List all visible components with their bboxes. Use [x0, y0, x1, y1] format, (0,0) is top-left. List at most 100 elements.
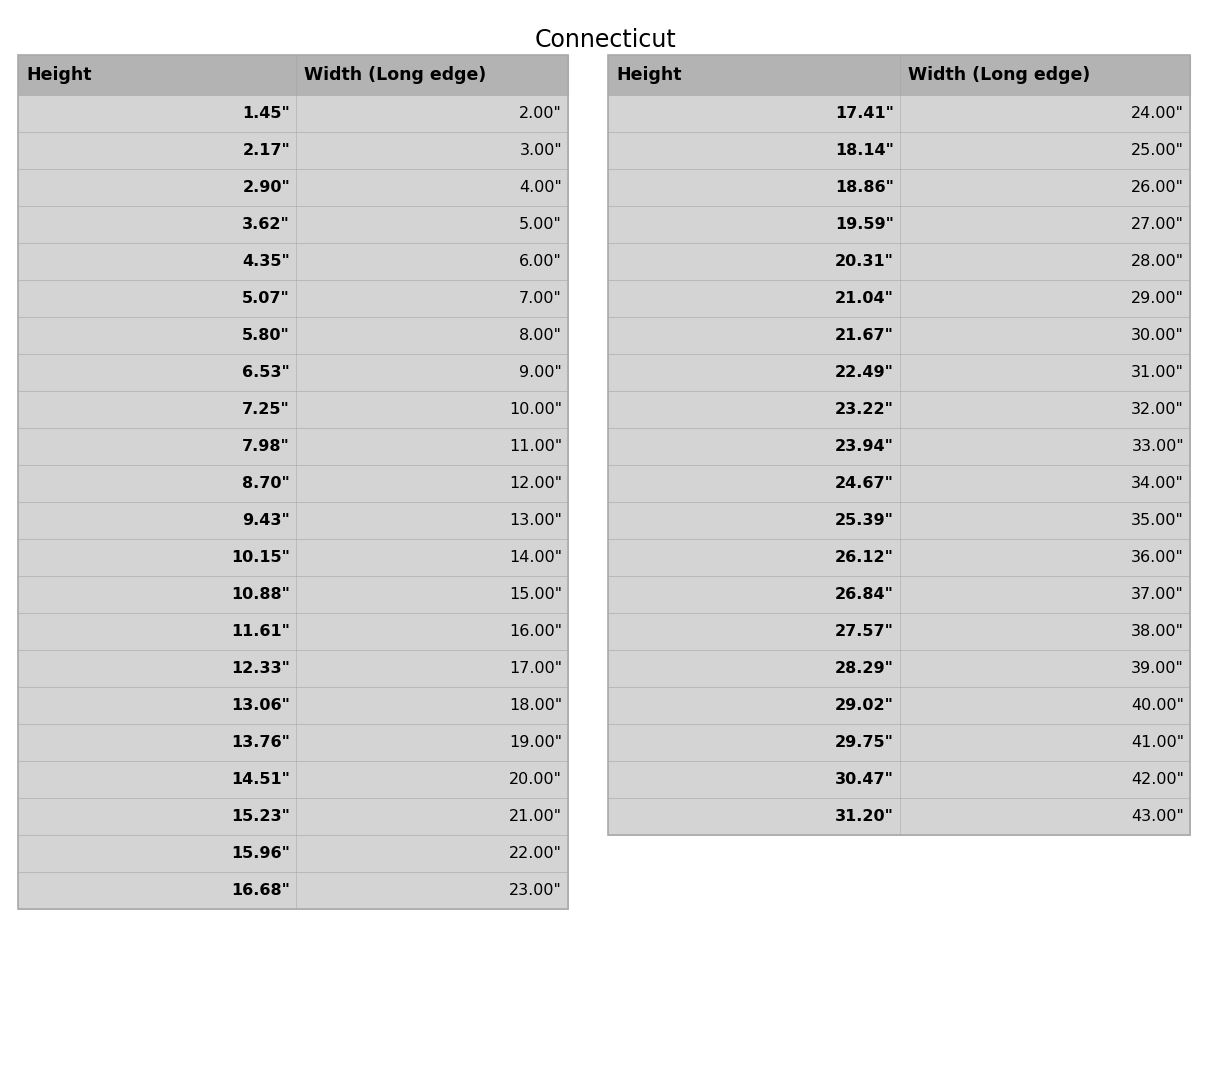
Text: 39.00": 39.00": [1131, 661, 1184, 676]
Bar: [608, 798, 1190, 835]
Bar: [608, 280, 1190, 317]
Bar: [608, 206, 1190, 243]
Bar: [608, 169, 1190, 206]
Text: 31.20": 31.20": [835, 809, 894, 824]
Text: 11.00": 11.00": [509, 439, 562, 454]
Text: 16.68": 16.68": [231, 883, 290, 898]
Text: 8.70": 8.70": [242, 476, 290, 491]
Text: 16.00": 16.00": [509, 624, 562, 639]
Bar: [18, 539, 568, 576]
Bar: [18, 280, 568, 317]
Text: 42.00": 42.00": [1131, 771, 1184, 787]
Text: 38.00": 38.00": [1131, 624, 1184, 639]
Text: 10.00": 10.00": [509, 402, 562, 417]
Text: 22.00": 22.00": [509, 846, 562, 861]
Text: 25.39": 25.39": [835, 513, 894, 528]
Text: 40.00": 40.00": [1131, 698, 1184, 713]
Text: Width (Long edge): Width (Long edge): [908, 66, 1091, 84]
Text: 14.00": 14.00": [509, 550, 562, 565]
Bar: [18, 576, 568, 613]
Text: 18.14": 18.14": [835, 143, 894, 158]
Text: 34.00": 34.00": [1131, 476, 1184, 491]
Text: 9.43": 9.43": [242, 513, 290, 528]
Text: 13.00": 13.00": [509, 513, 562, 528]
Text: 18.00": 18.00": [509, 698, 562, 713]
Text: 15.00": 15.00": [509, 587, 562, 601]
Bar: [608, 502, 1190, 539]
Bar: [18, 317, 568, 354]
Text: 9.00": 9.00": [519, 365, 562, 380]
Text: 21.00": 21.00": [509, 809, 562, 824]
Text: 27.57": 27.57": [835, 624, 894, 639]
Text: 26.00": 26.00": [1131, 180, 1184, 195]
Text: 12.00": 12.00": [509, 476, 562, 491]
Text: 17.41": 17.41": [835, 107, 894, 121]
Bar: [608, 95, 1190, 132]
Text: 29.75": 29.75": [835, 735, 894, 750]
Text: 13.76": 13.76": [231, 735, 290, 750]
Text: 7.98": 7.98": [242, 439, 290, 454]
Bar: [18, 55, 568, 909]
Bar: [18, 502, 568, 539]
Text: 35.00": 35.00": [1131, 513, 1184, 528]
Text: Connecticut: Connecticut: [536, 28, 676, 52]
Bar: [18, 650, 568, 686]
Bar: [18, 391, 568, 428]
Text: 1.45": 1.45": [242, 107, 290, 121]
Text: 33.00": 33.00": [1131, 439, 1184, 454]
Text: 6.00": 6.00": [519, 254, 562, 269]
Text: 30.47": 30.47": [835, 771, 894, 787]
Text: 26.84": 26.84": [835, 587, 894, 601]
Text: 28.29": 28.29": [835, 661, 894, 676]
Text: Height: Height: [25, 66, 91, 84]
Text: 17.00": 17.00": [509, 661, 562, 676]
Text: 6.53": 6.53": [242, 365, 290, 380]
Text: 7.25": 7.25": [242, 402, 290, 417]
Text: 15.23": 15.23": [231, 809, 290, 824]
Bar: [18, 55, 568, 95]
Text: 29.00": 29.00": [1131, 291, 1184, 306]
Bar: [608, 465, 1190, 502]
Bar: [608, 243, 1190, 280]
Text: 36.00": 36.00": [1131, 550, 1184, 565]
Bar: [18, 428, 568, 465]
Text: 5.80": 5.80": [242, 328, 290, 343]
Text: Height: Height: [616, 66, 681, 84]
Text: 11.61": 11.61": [231, 624, 290, 639]
Bar: [608, 391, 1190, 428]
Text: Width (Long edge): Width (Long edge): [304, 66, 486, 84]
Text: 23.22": 23.22": [835, 402, 894, 417]
Bar: [18, 872, 568, 909]
Text: 19.00": 19.00": [509, 735, 562, 750]
Bar: [608, 724, 1190, 761]
Text: 20.31": 20.31": [835, 254, 894, 269]
Text: 32.00": 32.00": [1131, 402, 1184, 417]
Text: 24.00": 24.00": [1131, 107, 1184, 121]
Text: 13.06": 13.06": [231, 698, 290, 713]
Text: 31.00": 31.00": [1131, 365, 1184, 380]
Bar: [18, 798, 568, 835]
Text: 26.12": 26.12": [835, 550, 894, 565]
Text: 7.00": 7.00": [519, 291, 562, 306]
Text: 19.59": 19.59": [835, 217, 894, 232]
Bar: [18, 613, 568, 650]
Text: 14.51": 14.51": [231, 771, 290, 787]
Bar: [608, 686, 1190, 724]
Text: 15.96": 15.96": [231, 846, 290, 861]
Text: 4.00": 4.00": [519, 180, 562, 195]
Bar: [18, 206, 568, 243]
Text: 28.00": 28.00": [1131, 254, 1184, 269]
Text: 8.00": 8.00": [519, 328, 562, 343]
Text: 2.00": 2.00": [519, 107, 562, 121]
Text: 30.00": 30.00": [1131, 328, 1184, 343]
Text: 3.62": 3.62": [242, 217, 290, 232]
Bar: [18, 835, 568, 872]
Bar: [18, 169, 568, 206]
Text: 23.00": 23.00": [509, 883, 562, 898]
Text: 23.94": 23.94": [835, 439, 894, 454]
Bar: [608, 428, 1190, 465]
Bar: [608, 317, 1190, 354]
Bar: [18, 724, 568, 761]
Text: 10.15": 10.15": [231, 550, 290, 565]
Text: 21.04": 21.04": [835, 291, 894, 306]
